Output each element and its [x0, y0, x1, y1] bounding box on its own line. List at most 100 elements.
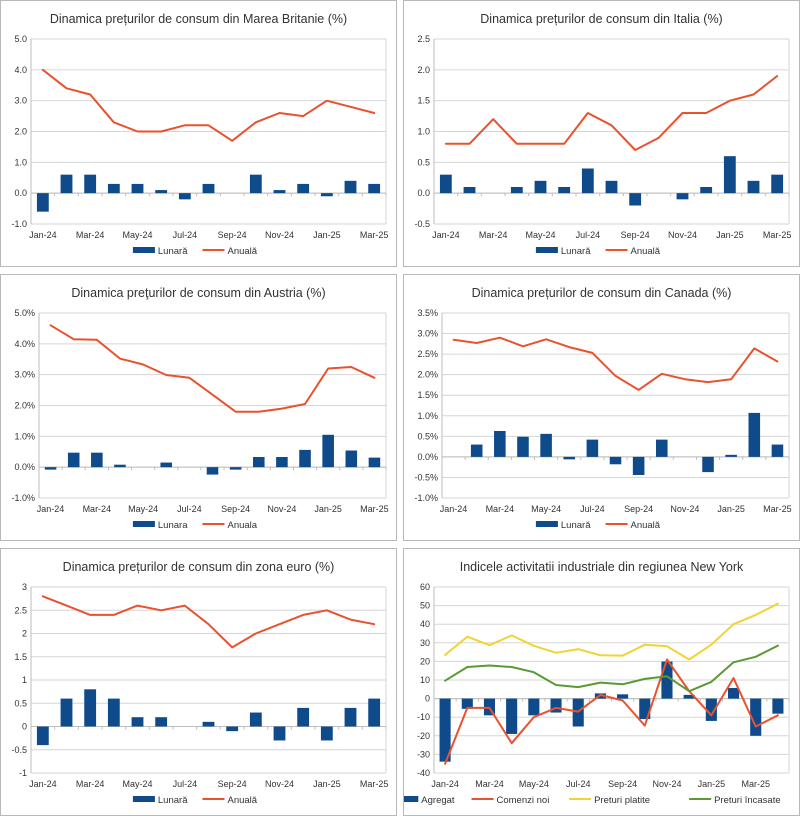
bar-lunară-May-24 [131, 717, 144, 727]
x-tick-label: Jan-25 [313, 779, 341, 789]
x-tick-label: Nov-24 [652, 779, 681, 789]
bar-lunara-Apr-24 [114, 464, 126, 468]
bar-agregat-Mar-25 [750, 698, 762, 736]
x-tick-label: Sep-24 [608, 779, 637, 789]
bar-lunara-Mar-24 [91, 452, 103, 468]
y-tick-label: -40 [417, 768, 430, 778]
bar-agregat-Oct-24 [639, 698, 651, 720]
bar-lunară-Nov-24 [273, 190, 286, 194]
chart-italy: Dinamica prețurilor de consum din Italia… [414, 12, 791, 257]
bar-lunară-Apr-24 [517, 436, 529, 457]
legend-item-lunară: Lunară [132, 795, 188, 806]
bar-agregat-May-24 [528, 698, 540, 716]
legend-swatch [535, 521, 558, 527]
y-tick-label: -1.0% [11, 493, 35, 503]
legend-label: Lunară [158, 795, 188, 806]
x-tick-label: Sep-24 [621, 230, 650, 240]
x-tick-label: May-24 [122, 230, 152, 240]
bar-lunară-Jan-25 [320, 726, 333, 741]
x-tick-label: Mar-24 [479, 230, 508, 240]
bar-lunară-Jun-24 [563, 456, 576, 460]
bar-lunară-Feb-24 [60, 174, 73, 194]
bar-lunară-Mar-25 [368, 698, 381, 727]
bar-lunară-Mar-25 [368, 183, 381, 194]
chart-euro: Dinamica prețurilor de consum din zona e… [11, 560, 388, 806]
x-tick-label: Jul-24 [177, 504, 202, 514]
bar-lunară-Aug-24 [605, 180, 618, 194]
bar-lunară-May-24 [131, 183, 144, 194]
bar-lunară-Mar-24 [494, 430, 506, 457]
bar-lunară-Feb-25 [748, 412, 761, 457]
legend-item-anuala: Anuala [202, 520, 258, 531]
y-tick-label: -0.5 [414, 219, 430, 229]
legend-item-lunară: Lunară [535, 246, 591, 257]
bar-lunara-Jan-25 [322, 434, 334, 468]
chart-title: Dinamica prețurilor de consum din Canada… [472, 286, 732, 300]
bar-lunara-Feb-25 [345, 450, 358, 468]
legend-label: Preturi încasate [714, 795, 781, 806]
legend-item-agregat: Agregat [404, 795, 455, 806]
x-tick-label: Jan-24 [37, 504, 65, 514]
y-tick-label: -1.0 [11, 219, 27, 229]
y-tick-label: -30 [417, 749, 430, 759]
x-tick-label: Jul-24 [580, 504, 605, 514]
x-tick-label: Jan-24 [29, 230, 57, 240]
bar-lunară-Feb-25 [344, 180, 357, 194]
legend-swatch [404, 796, 419, 802]
y-tick-label: -1.0% [414, 493, 438, 503]
x-tick-label: Jan-25 [698, 779, 726, 789]
y-tick-label: -1 [19, 768, 27, 778]
bar-lunară-Feb-24 [463, 187, 476, 194]
x-tick-label: Jul-24 [576, 230, 601, 240]
y-tick-label: 50 [420, 601, 430, 611]
legend-label: Anuală [228, 795, 258, 806]
bar-lunară-Oct-24 [655, 439, 668, 457]
bar-lunară-Dec-24 [700, 187, 713, 194]
bar-lunară-Sep-24 [632, 456, 645, 475]
y-tick-label: 2.5 [417, 34, 430, 44]
bar-lunară-Feb-24 [60, 698, 73, 727]
x-tick-label: May-24 [128, 504, 158, 514]
bar-lunară-Feb-24 [470, 444, 483, 457]
legend-label: Anuală [228, 246, 258, 257]
chart-panel-newyork: Indicele activitatii industriale din reg… [403, 548, 800, 816]
bar-lunară-Dec-24 [702, 456, 714, 473]
y-tick-label: 2.0% [417, 370, 438, 380]
legend-label: Lunară [561, 246, 591, 257]
x-tick-label: Mar-24 [486, 504, 515, 514]
line-anuală [452, 336, 779, 391]
line-comenzi-noi [444, 658, 779, 765]
legend-item-comenzi-noi: Comenzi noi [471, 795, 549, 806]
x-tick-label: Mar-24 [83, 504, 112, 514]
bar-agregat-Dec-24 [683, 694, 695, 699]
legend-item-anuală: Anuală [202, 246, 258, 257]
y-tick-label: 1.5% [417, 390, 438, 400]
legend-item-lunară: Lunară [535, 520, 591, 531]
x-tick-label: Nov-24 [265, 779, 294, 789]
chart-panel-uk: Dinamica prețurilor de consum din Marea … [0, 0, 397, 267]
x-tick-label: May-24 [519, 779, 549, 789]
bar-lunară-Oct-24 [249, 174, 262, 194]
bar-lunară-Mar-24 [84, 689, 97, 727]
chart-panel-italy: Dinamica prețurilor de consum din Italia… [403, 0, 800, 267]
legend-label: Lunară [158, 246, 188, 257]
bar-agregat-Feb-24 [461, 698, 473, 709]
y-tick-label: 0 [425, 694, 430, 704]
chart-title: Dinamica prețurilor de consum din Italia… [480, 12, 722, 26]
bar-lunara-Jan-24 [44, 467, 57, 470]
legend-swatch [535, 247, 558, 253]
bar-lunară-Feb-25 [344, 707, 357, 727]
y-tick-label: 1.0 [14, 157, 27, 167]
y-tick-label: 1.0% [14, 431, 35, 441]
bar-lunară-Aug-24 [202, 721, 215, 727]
bar-lunara-Jun-24 [160, 462, 173, 468]
chart-title: Dinamica preţurilor de consum din Austri… [71, 286, 325, 300]
bar-lunară-Nov-24 [273, 726, 286, 741]
y-tick-label: 3.0 [14, 96, 27, 106]
y-tick-label: 1.0 [417, 127, 430, 137]
x-tick-label: Jan-24 [29, 779, 57, 789]
bar-lunară-Jul-24 [586, 439, 599, 457]
x-tick-label: Nov-24 [670, 504, 699, 514]
legend-item-anuală: Anuală [605, 246, 661, 257]
bar-lunară-Mar-25 [771, 444, 784, 457]
